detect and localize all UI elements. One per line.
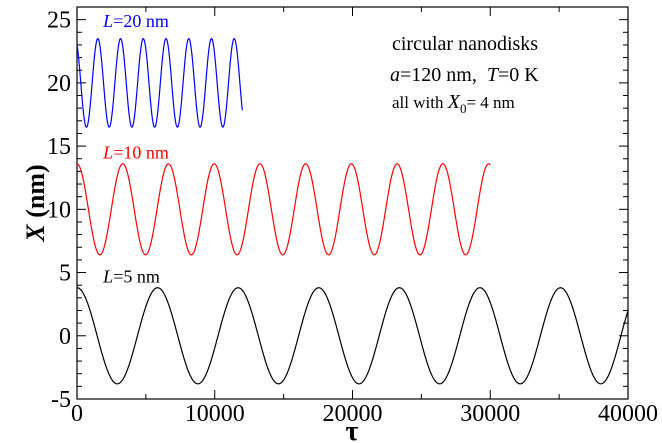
- param-t-var: T: [487, 64, 500, 86]
- annotation-params: a=120 nm, T=0 K: [390, 64, 539, 86]
- x-tick-label: 40000: [598, 401, 658, 427]
- series-line: [76, 287, 629, 385]
- x0-var: X: [447, 91, 461, 113]
- x0-value: = 4 nm: [466, 93, 514, 112]
- series-labels: L=20 nm L=10 nm L=5 nm: [102, 11, 169, 286]
- plot-frame: [76, 6, 629, 400]
- x-tick-label: 20000: [323, 401, 383, 427]
- series-label: L=10 nm: [102, 143, 169, 163]
- series-line: [76, 37, 243, 128]
- axis-ticks: [76, 6, 629, 400]
- y-axis-label-unit: (nm): [21, 164, 50, 224]
- series-line: [76, 163, 491, 256]
- x0-subscript: 0: [460, 101, 467, 116]
- param-a-var: a: [390, 64, 400, 86]
- x0-prefix: all with: [392, 93, 448, 112]
- y-axis-label: X (nm): [21, 164, 50, 242]
- y-tick-label: 10: [47, 197, 71, 223]
- series-label: L=5 nm: [102, 267, 160, 287]
- y-tick-label: -5: [51, 387, 71, 413]
- x-tick-label: 10000: [185, 401, 245, 427]
- annotation-title: circular nanodisks: [392, 33, 538, 55]
- y-tick-label: 25: [47, 8, 71, 34]
- param-t-value: =0 K: [498, 64, 539, 86]
- x-tick-label: 30000: [460, 401, 520, 427]
- annotation-x0: all with X0= 4 nm: [392, 91, 515, 116]
- series-curves: [76, 37, 629, 385]
- y-tick-label: 15: [47, 134, 71, 160]
- y-tick-label: 5: [59, 261, 71, 287]
- x-tick-label: 0: [71, 401, 83, 427]
- series-label: L=20 nm: [102, 11, 169, 31]
- param-a-value: =120 nm,: [400, 64, 487, 86]
- y-axis-label-var: X: [21, 224, 50, 243]
- x-axis-label: τ: [346, 416, 359, 443]
- y-tick-label: 20: [47, 71, 71, 97]
- y-tick-label: 0: [59, 324, 71, 350]
